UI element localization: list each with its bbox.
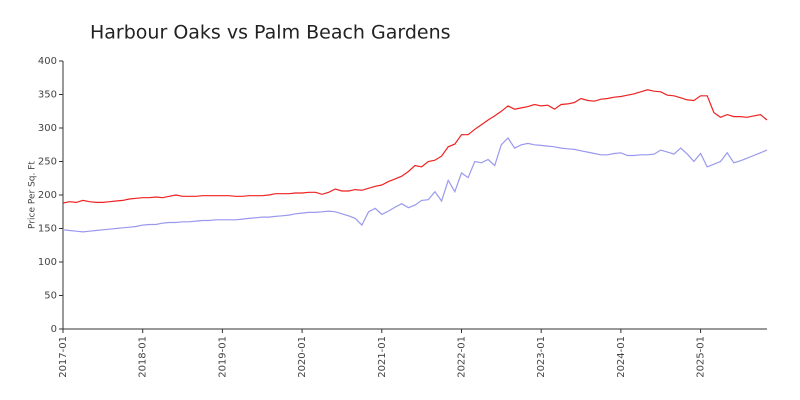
x-tick-label: 2020-01 (297, 336, 308, 378)
y-tick-label: 50 (44, 291, 57, 302)
x-tick-label: 2025-01 (696, 336, 707, 378)
y-axis-label: Price Per Sq. Ft (28, 161, 38, 229)
y-tick-label: 100 (38, 257, 57, 268)
y-tick-label: 150 (38, 224, 57, 235)
x-tick-label: 2023-01 (536, 336, 547, 378)
x-tick-label: 2024-01 (616, 336, 627, 378)
y-tick-label: 0 (51, 324, 57, 335)
x-tick-label: 2021-01 (377, 336, 388, 378)
x-tick-label: 2018-01 (138, 336, 149, 378)
y-tick-label: 400 (38, 56, 57, 67)
x-tick-label: 2019-01 (217, 336, 228, 378)
y-tick-label: 250 (38, 157, 57, 168)
x-tick-label: 2022-01 (456, 336, 467, 378)
series-line (62, 137, 768, 233)
y-tick-label: 200 (38, 190, 57, 201)
y-tick-label: 350 (38, 90, 57, 101)
y-tick-label: 300 (38, 123, 57, 134)
chart-title: Harbour Oaks vs Palm Beach Gardens (90, 22, 451, 44)
series-line (62, 89, 768, 204)
x-tick-label: 2017-01 (58, 336, 69, 378)
